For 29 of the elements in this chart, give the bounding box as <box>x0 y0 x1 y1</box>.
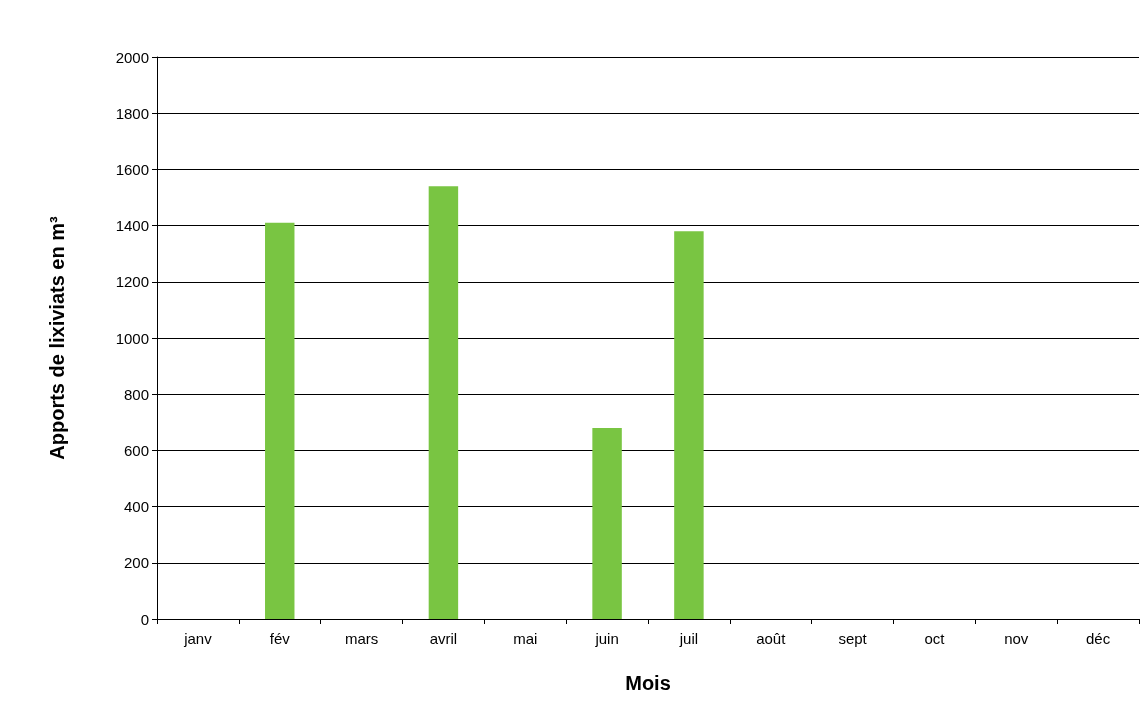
y-tick-label: 600 <box>123 441 149 459</box>
x-tick-label: avril <box>429 630 458 647</box>
x-tick-label: juin <box>594 630 619 647</box>
y-tick-label: 1600 <box>115 160 149 178</box>
y-axis-title: Apports de lixiviats en m³ <box>46 215 68 460</box>
x-axis-title: Mois <box>625 672 671 694</box>
x-tick-label: déc <box>1085 630 1111 647</box>
x-tick-label: sept <box>838 630 868 647</box>
y-tick-label: 1000 <box>115 329 149 347</box>
y-tick-label: 200 <box>123 554 149 572</box>
bar <box>265 222 295 619</box>
x-tick-label: août <box>756 630 787 647</box>
y-tick-label: 0 <box>140 610 149 628</box>
x-tick-label: mai <box>513 630 538 647</box>
bar <box>592 427 622 619</box>
bar <box>428 186 459 619</box>
x-tick-label: janv <box>183 630 213 647</box>
x-tick-label: mars <box>344 630 379 647</box>
x-tick-label: fév <box>269 630 291 647</box>
y-tick-label: 800 <box>123 385 149 403</box>
bar <box>674 231 704 619</box>
x-tick-label: oct <box>924 630 946 647</box>
x-tick-label: juil <box>678 630 699 647</box>
y-tick-label: 2000 <box>115 48 149 66</box>
y-tick-label: 1400 <box>115 217 149 235</box>
x-tick-label: nov <box>1004 630 1029 647</box>
y-tick-label: 400 <box>123 498 149 516</box>
y-tick-label: 1800 <box>115 104 149 122</box>
y-tick-label: 1200 <box>115 273 149 291</box>
